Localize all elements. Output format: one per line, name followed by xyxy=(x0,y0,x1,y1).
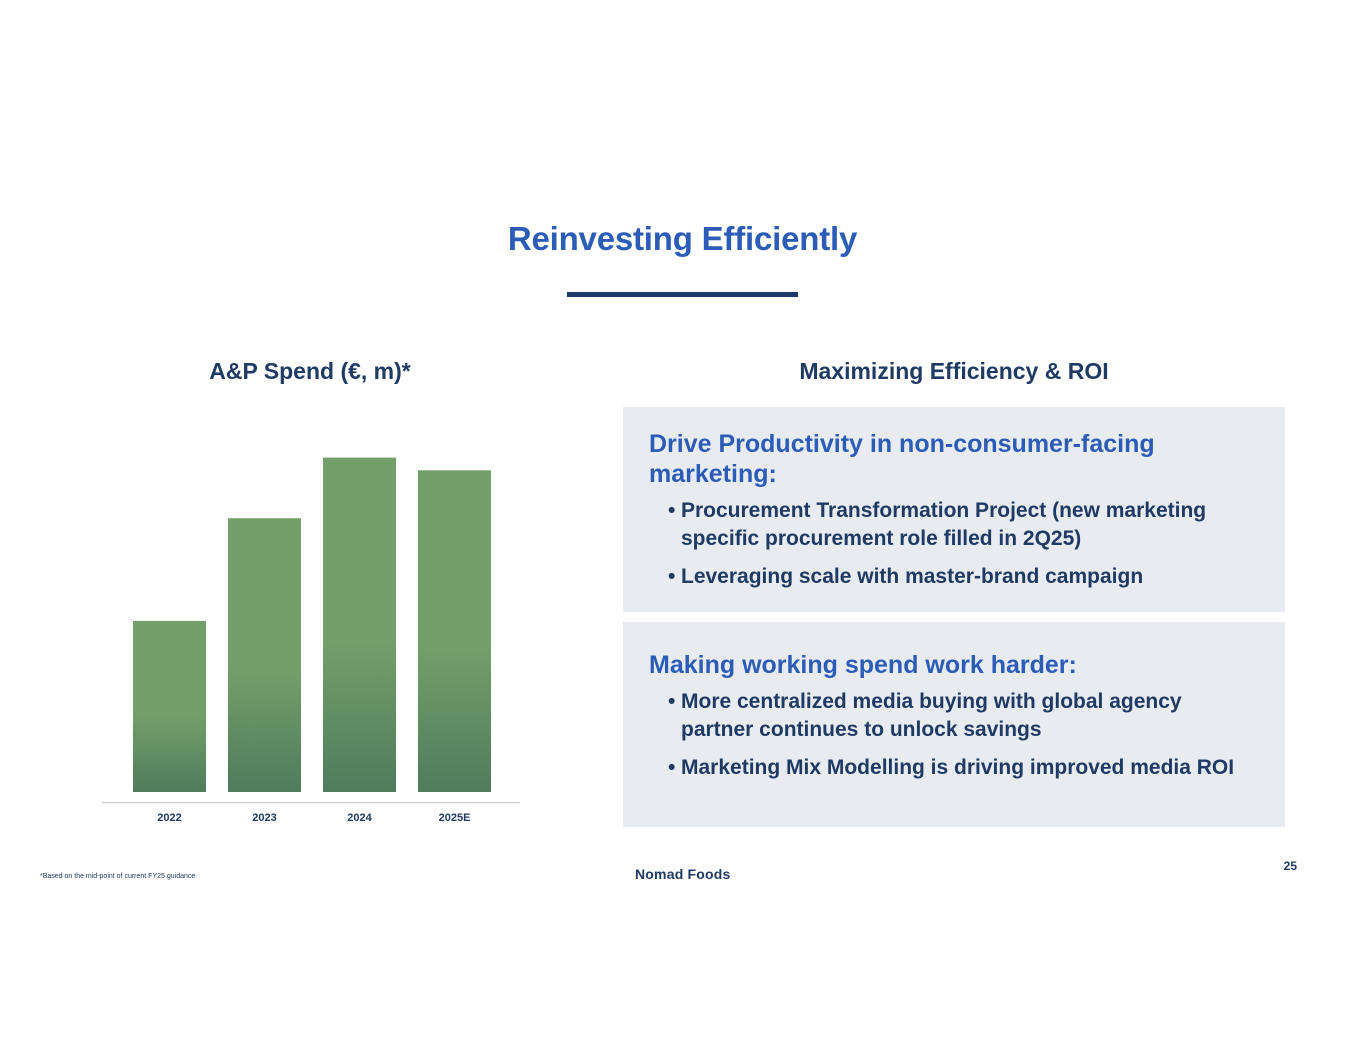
bar-2023 xyxy=(228,518,301,792)
productivity-panel: Drive Productivity in non-consumer-facin… xyxy=(623,407,1285,612)
working-spend-panel-title: Making working spend work harder: xyxy=(649,651,1077,679)
bullet-item: More centralized media buying with globa… xyxy=(668,688,1259,744)
working-spend-bullet-list: More centralized media buying with globa… xyxy=(649,688,1259,782)
working-spend-panel: Making working spend work harder: More c… xyxy=(623,622,1285,827)
page-title: Reinvesting Efficiently xyxy=(507,220,858,257)
bar-2022 xyxy=(133,620,206,792)
page-number: 25 xyxy=(1283,859,1297,873)
bullet-item: Leveraging scale with master-brand campa… xyxy=(668,563,1259,591)
productivity-bullet-list: Procurement Transformation Project (new … xyxy=(649,497,1259,591)
x-tick-label: 2024 xyxy=(347,812,372,824)
bullet-item: Procurement Transformation Project (new … xyxy=(668,497,1259,553)
right-heading: Maximizing Efficiency & ROI xyxy=(799,358,1109,384)
bar-2024 xyxy=(323,457,396,792)
ap-spend-bar-chart: 2022 2023 2024 2025E xyxy=(102,457,520,824)
bullet-item: Marketing Mix Modelling is driving impro… xyxy=(668,754,1259,782)
x-tick-label: 2022 xyxy=(157,812,181,824)
bar-2025E xyxy=(418,470,491,792)
title-underline xyxy=(567,292,798,297)
chart-heading: A&P Spend (€, m)* xyxy=(209,358,411,384)
footnote: *Based on the mid-point of current FY25 … xyxy=(40,873,196,880)
brand-logo: Nomad Foods xyxy=(635,866,731,882)
x-tick-label: 2025E xyxy=(439,812,471,824)
productivity-panel-title: Drive Productivity in non-consumer-facin… xyxy=(649,430,1155,488)
x-tick-label: 2023 xyxy=(252,812,276,824)
